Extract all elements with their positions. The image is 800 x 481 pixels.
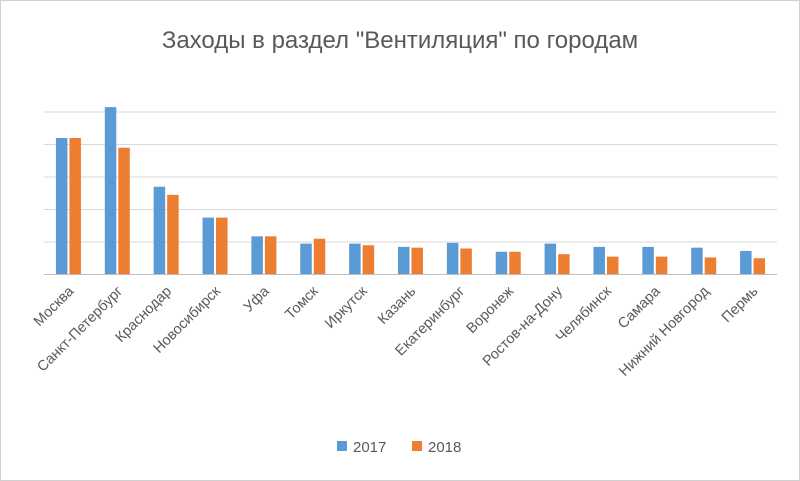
bar-2017-1 xyxy=(104,107,117,275)
bar-2017-7 xyxy=(398,246,410,275)
category-label: Уфа xyxy=(241,283,274,316)
bar-2018-3 xyxy=(216,217,228,275)
category-label: Москва xyxy=(31,283,78,330)
bar-2017-8 xyxy=(446,242,459,275)
category-labels: МоскваСанкт-ПетербургКраснодарНовосибирс… xyxy=(31,283,761,380)
legend: 2017 2018 xyxy=(337,439,461,456)
bar-2017-14 xyxy=(740,250,752,275)
legend-swatch-2017 xyxy=(337,441,347,451)
bar-2017-13 xyxy=(691,247,703,275)
bar-2017-5 xyxy=(300,243,312,275)
bar-2018-12 xyxy=(655,256,668,275)
bar-2018-4 xyxy=(264,236,277,275)
category-label: Пермь xyxy=(719,284,761,326)
bar-2018-13 xyxy=(704,257,717,275)
bar-2017-0 xyxy=(55,138,68,275)
bar-2017-4 xyxy=(251,236,263,275)
bar-2018-9 xyxy=(509,251,521,275)
legend-label-2017: 2017 xyxy=(353,439,386,456)
bar-2017-11 xyxy=(593,246,605,275)
category-label: Казань xyxy=(375,284,419,328)
legend-swatch-2018 xyxy=(412,441,422,451)
category-label: Нижний Новгород xyxy=(616,283,713,380)
bar-2018-0 xyxy=(69,138,81,275)
category-label: Санкт-Петербург xyxy=(34,284,126,376)
chart-title: Заходы в раздел "Вентиляция" по городам xyxy=(162,27,638,54)
bar-2017-6 xyxy=(349,243,361,275)
bar-2018-2 xyxy=(167,194,179,275)
bars xyxy=(55,107,766,275)
bar-2017-2 xyxy=(153,186,166,275)
bar-2017-12 xyxy=(642,246,654,275)
bar-2018-10 xyxy=(558,254,570,275)
category-label: Самара xyxy=(615,283,664,332)
category-label: Томск xyxy=(282,283,322,323)
bar-2018-6 xyxy=(362,245,375,275)
legend-label-2018: 2018 xyxy=(428,439,461,456)
category-label: Иркутск xyxy=(322,283,371,332)
bar-2018-1 xyxy=(118,147,130,275)
bar-2018-5 xyxy=(313,238,326,275)
bar-2018-8 xyxy=(460,248,472,275)
gridlines xyxy=(44,111,777,243)
bar-2017-10 xyxy=(544,243,557,275)
bar-2017-3 xyxy=(202,217,215,275)
bar-2018-11 xyxy=(606,256,619,275)
bar-2018-14 xyxy=(753,258,766,275)
bar-2017-9 xyxy=(495,251,508,275)
bar-2018-7 xyxy=(411,247,423,275)
